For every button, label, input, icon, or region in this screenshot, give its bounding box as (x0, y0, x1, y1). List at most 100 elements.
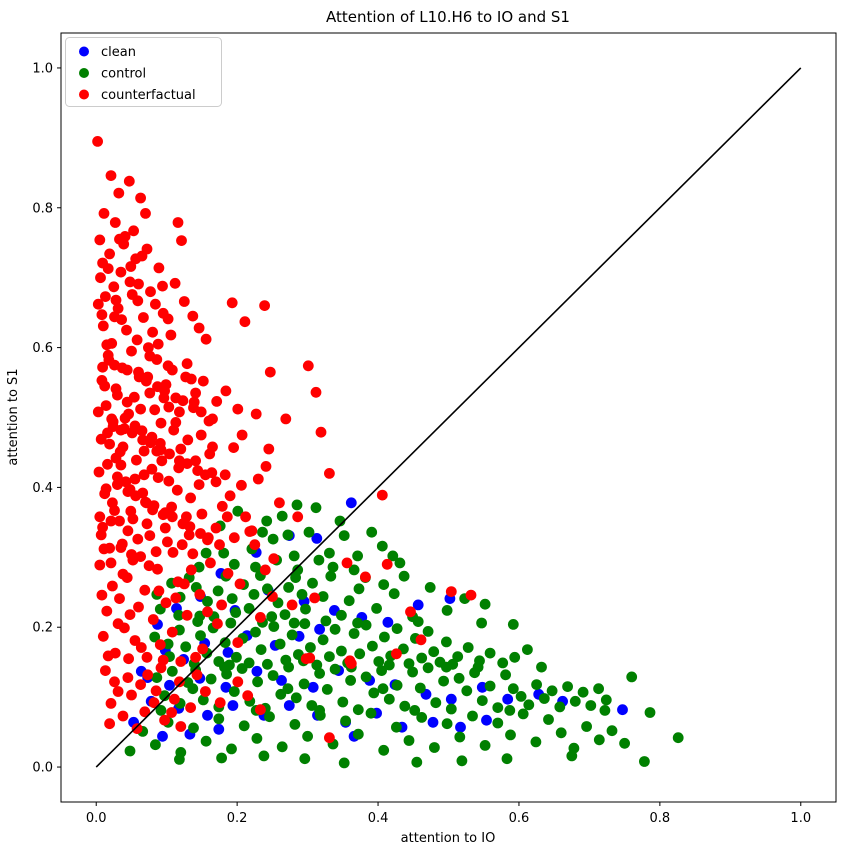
point-clean (481, 714, 492, 726)
point-control (345, 675, 356, 686)
point-control (320, 615, 332, 627)
point-clean (412, 599, 424, 611)
point-counterfactual (210, 522, 222, 534)
point-clean (427, 716, 439, 728)
point-counterfactual (202, 606, 213, 618)
point-counterfactual (148, 697, 160, 709)
point-counterfactual (177, 518, 189, 530)
point-control (517, 708, 529, 720)
point-control (593, 683, 604, 695)
point-counterfactual (145, 286, 156, 298)
point-control (555, 727, 567, 739)
point-counterfactual (152, 338, 164, 350)
point-control (238, 720, 250, 732)
point-counterfactual (250, 408, 262, 420)
point-counterfactual (255, 704, 266, 716)
point-control (476, 695, 488, 706)
point-counterfactual (167, 547, 179, 558)
point-counterfactual (94, 559, 106, 571)
point-counterfactual (105, 170, 117, 182)
point-counterfactual (115, 542, 127, 553)
point-control (566, 750, 578, 762)
point-counterfactual (152, 472, 164, 483)
point-counterfactual (181, 609, 193, 621)
point-counterfactual (170, 592, 182, 604)
point-counterfactual (109, 311, 120, 323)
point-counterfactual (129, 635, 141, 646)
point-counterfactual (193, 322, 205, 334)
point-control (188, 722, 199, 734)
point-counterfactual (159, 522, 171, 534)
x-tick-label: 1.0 (790, 811, 811, 826)
point-counterfactual (149, 404, 161, 416)
legend: clean control counterfactual (65, 37, 222, 107)
point-counterfactual (376, 489, 388, 501)
point-counterfactual (185, 702, 197, 713)
point-counterfactual (170, 392, 182, 404)
legend-label-counterfactual: counterfactual (101, 88, 196, 103)
point-counterfactual (102, 650, 114, 662)
point-counterfactual (341, 557, 353, 569)
point-control (467, 710, 478, 722)
point-control (232, 505, 244, 517)
point-counterfactual (415, 634, 427, 646)
point-control (479, 740, 491, 751)
point-clean (164, 679, 175, 691)
point-control (288, 550, 300, 562)
point-control (299, 753, 311, 765)
point-control (327, 561, 339, 573)
point-counterfactual (101, 605, 113, 617)
point-counterfactual (200, 333, 212, 345)
point-control (452, 651, 464, 662)
point-counterfactual (214, 697, 226, 709)
point-counterfactual (132, 533, 144, 545)
point-control (626, 671, 638, 683)
point-control (197, 694, 209, 706)
point-control (267, 670, 279, 681)
point-counterfactual (102, 263, 114, 274)
point-control (416, 712, 428, 723)
point-clean (307, 681, 319, 693)
point-control (484, 680, 496, 692)
point-control (218, 547, 230, 559)
point-counterfactual (133, 278, 144, 290)
point-counterfactual (93, 466, 105, 478)
point-control (311, 659, 323, 671)
point-counterfactual (94, 511, 106, 523)
point-counterfactual (107, 497, 118, 509)
point-counterfactual (92, 136, 103, 147)
point-control (377, 683, 389, 695)
point-counterfactual (345, 658, 357, 669)
point-counterfactual (181, 358, 193, 370)
point-counterfactual (104, 438, 115, 450)
point-counterfactual (105, 557, 117, 569)
point-control (262, 658, 273, 670)
point-control (416, 652, 428, 664)
point-control (672, 732, 684, 744)
point-counterfactual (168, 424, 180, 436)
point-counterfactual (131, 454, 142, 466)
point-counterfactual (211, 396, 223, 407)
point-control (409, 705, 421, 716)
point-counterfactual (155, 662, 167, 674)
point-control (324, 547, 335, 559)
point-control (317, 591, 329, 602)
point-control (174, 754, 185, 765)
point-counterfactual (112, 618, 124, 630)
point-counterfactual (152, 563, 163, 575)
point-clean (382, 616, 394, 628)
point-control (479, 598, 491, 610)
point-control (515, 691, 527, 702)
point-counterfactual (138, 312, 149, 323)
point-control (313, 554, 325, 566)
point-counterfactual (150, 685, 162, 697)
point-clean (502, 693, 514, 705)
point-counterfactual (94, 234, 106, 246)
y-tick-label: 0.2 (32, 621, 53, 636)
point-control (462, 642, 474, 653)
point-counterfactual (153, 585, 165, 597)
point-counterfactual (123, 408, 134, 420)
point-control (252, 676, 263, 688)
point-control (296, 589, 308, 600)
y-tick-label: 0.0 (32, 761, 53, 776)
